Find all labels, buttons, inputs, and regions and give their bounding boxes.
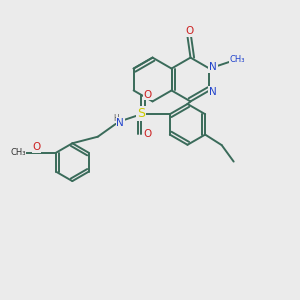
Text: H: H [114, 114, 119, 123]
Text: O: O [32, 142, 40, 152]
Text: CH₃: CH₃ [230, 55, 245, 64]
Text: O: O [144, 129, 152, 139]
Text: N: N [116, 118, 124, 128]
Text: N: N [209, 87, 217, 97]
Text: S: S [137, 107, 145, 120]
Text: O: O [185, 26, 193, 36]
Text: CH₃: CH₃ [10, 148, 26, 157]
Text: N: N [209, 62, 217, 72]
Text: O: O [144, 90, 152, 100]
